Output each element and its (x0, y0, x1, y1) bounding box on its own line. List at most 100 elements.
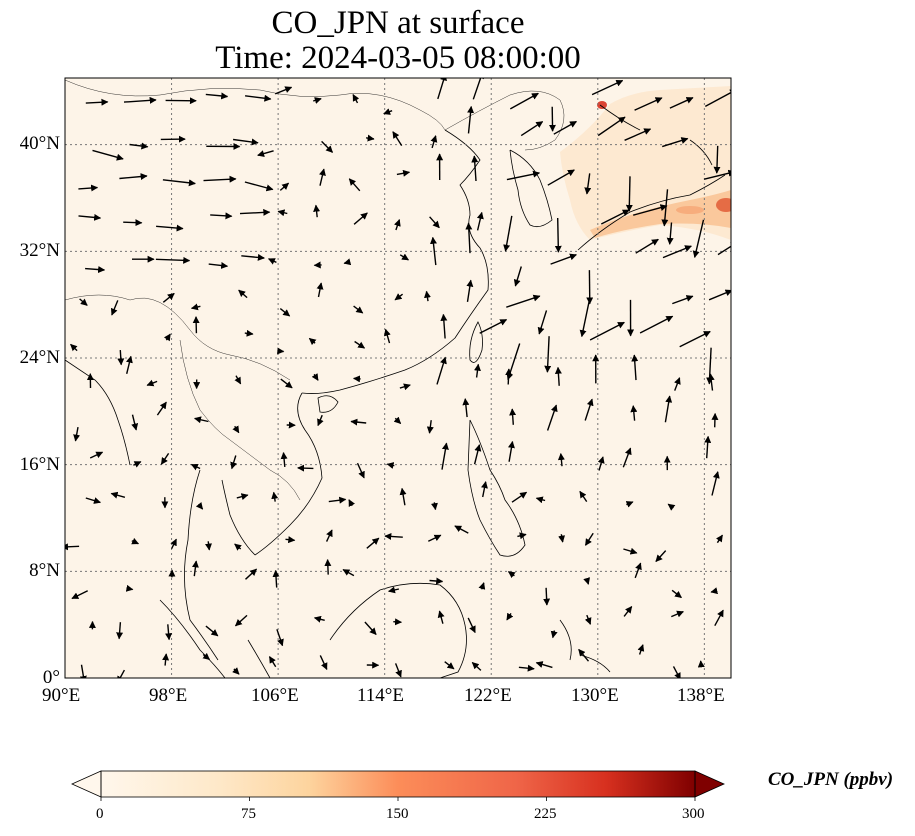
wind-arrow (170, 538, 177, 550)
wind-arrow (162, 653, 170, 666)
wind-arrow (476, 211, 484, 231)
lon-tick-label: 98°E (149, 685, 188, 706)
wind-arrow (234, 614, 248, 627)
wind-arrow (65, 543, 80, 551)
wind-arrow (125, 584, 134, 592)
wind-arrow (241, 253, 265, 261)
wind-arrow (239, 208, 271, 216)
wind-arrow (392, 131, 403, 146)
map-title-variable: CO_JPN at surface (271, 5, 525, 41)
wind-arrow (625, 176, 633, 212)
wind-arrow (324, 559, 332, 575)
wind-arrow (244, 329, 254, 337)
wind-arrow (257, 150, 274, 157)
lon-tick-label: 90°E (42, 685, 81, 706)
wind-arrow (276, 629, 284, 647)
wind-arrow (430, 502, 438, 511)
coastlines (65, 104, 726, 678)
wind-arrow (146, 379, 158, 387)
wind-arrow (195, 502, 204, 510)
wind-arrow (554, 217, 562, 253)
wind-arrow (535, 661, 553, 669)
wind-arrow (635, 238, 659, 254)
wind-arrow (671, 610, 684, 618)
wind-arrow (321, 140, 333, 153)
wind-arrow (162, 179, 196, 187)
wind-arrow (625, 501, 634, 508)
wind-arrow (697, 660, 705, 668)
wind-arrow (110, 300, 119, 316)
wind-arrow (117, 669, 126, 678)
wind-arrow (444, 661, 455, 670)
colorbar-tick-label: 75 (241, 806, 256, 822)
wind-arrow (634, 562, 642, 579)
wind-arrow (550, 253, 577, 265)
wind-arrow (589, 321, 625, 341)
wind-arrow (633, 204, 668, 216)
wind-arrow (537, 310, 548, 335)
wind-arrow (205, 625, 219, 637)
wind-arrow (311, 373, 319, 381)
wind-arrow (478, 582, 486, 590)
wind-arrow (194, 416, 209, 424)
wind-arrow (208, 262, 229, 269)
wind-arrow (123, 219, 143, 227)
wind-arrow (622, 447, 632, 468)
wind-arrow (474, 363, 481, 378)
lat-tick-label: 24°N (19, 347, 60, 368)
wind-arrow (85, 266, 106, 274)
wind-arrow (584, 532, 594, 546)
wind-arrow (429, 216, 440, 229)
wind-arrow (634, 97, 663, 111)
wind-arrow (506, 294, 541, 308)
wind-vectors (65, 78, 731, 678)
wind-arrow (679, 330, 711, 348)
wind-arrow (466, 279, 474, 303)
wind-arrow (163, 333, 171, 342)
wind-arrow (711, 471, 720, 496)
wind-arrow (274, 86, 293, 95)
wind-arrow (509, 92, 539, 110)
wind-arrow (234, 543, 242, 551)
wind-arrow (473, 444, 482, 465)
wind-arrow (245, 568, 258, 580)
wind-arrow (583, 577, 591, 585)
wind-arrow (162, 292, 175, 303)
wind-arrow (714, 609, 724, 627)
wind-arrow (232, 667, 240, 675)
wind-arrow (436, 356, 447, 385)
wind-arrow (506, 612, 514, 621)
wind-arrow (165, 624, 173, 641)
wind-arrow (579, 490, 588, 502)
lon-tick-label: 114°E (357, 685, 404, 706)
wind-arrow (202, 652, 211, 661)
wind-arrow (424, 290, 431, 302)
wind-arrow (79, 298, 88, 306)
wind-arrow (708, 289, 731, 301)
wind-arrow (205, 92, 229, 100)
wind-arrow (430, 135, 438, 149)
wind-arrow (553, 120, 578, 135)
wind-arrow (354, 340, 366, 349)
wind-arrow (507, 571, 516, 579)
wind-arrow (313, 97, 322, 104)
wind-arrow (472, 78, 484, 100)
wind-arrow (350, 418, 367, 426)
wind-arrow (352, 93, 360, 104)
wind-arrow (692, 219, 705, 258)
colorbar-tick-label: 150 (386, 806, 409, 822)
wind-arrow (348, 178, 361, 192)
lon-tick-label: 130°E (571, 685, 619, 706)
wind-arrow (467, 617, 476, 634)
wind-arrow (639, 315, 674, 334)
wind-arrow (508, 440, 515, 462)
wind-arrow (710, 587, 719, 595)
wind-arrow (506, 170, 541, 181)
wind-arrow (230, 455, 237, 470)
wind-arrow (715, 534, 723, 544)
colorbar-label: CO_JPN (ppbv) (768, 769, 894, 790)
wind-arrow (328, 496, 347, 504)
wind-arrow (600, 209, 630, 225)
wind-arrow (232, 425, 240, 434)
